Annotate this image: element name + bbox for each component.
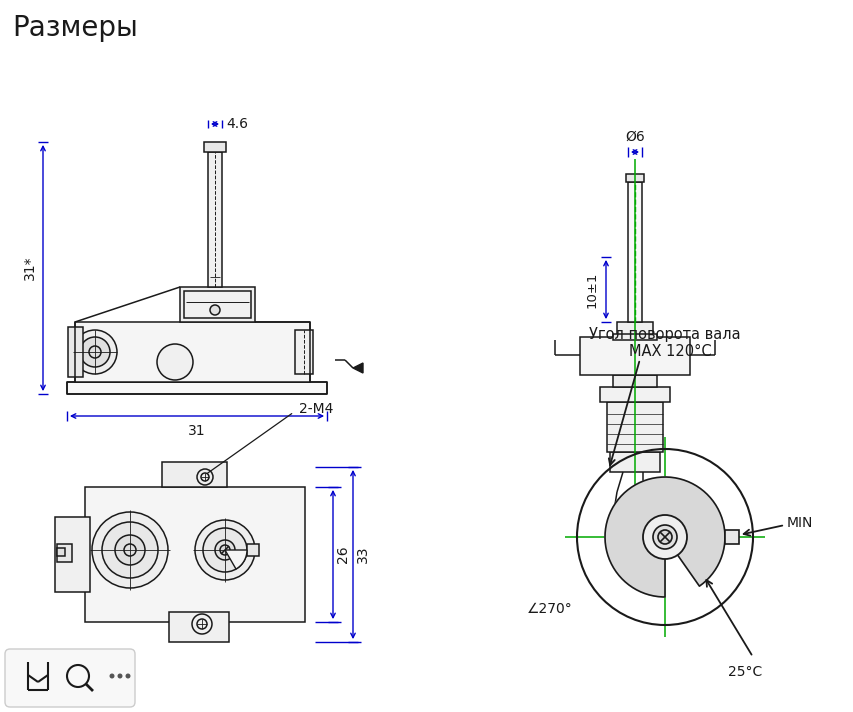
Bar — [208, 152, 222, 287]
Text: ∠270°: ∠270° — [526, 602, 572, 616]
Text: Размеры: Размеры — [12, 14, 137, 42]
Bar — [67, 382, 327, 394]
Bar — [55, 517, 90, 592]
Text: MIN: MIN — [786, 516, 812, 530]
Text: 4.6: 4.6 — [226, 117, 247, 131]
Text: 26: 26 — [335, 545, 350, 563]
Circle shape — [92, 512, 168, 588]
Text: 31: 31 — [188, 424, 206, 438]
Text: 10±1: 10±1 — [585, 271, 598, 308]
Circle shape — [80, 337, 110, 367]
Bar — [579, 337, 689, 375]
Bar — [625, 174, 643, 182]
Text: MAX 120°C: MAX 120°C — [628, 344, 711, 359]
Bar — [68, 327, 83, 377]
Circle shape — [215, 540, 235, 560]
Bar — [627, 182, 641, 322]
Text: 2-M4: 2-M4 — [299, 402, 333, 416]
Circle shape — [220, 545, 229, 555]
Bar — [724, 530, 738, 544]
Bar — [606, 402, 662, 452]
Bar — [57, 544, 72, 562]
Bar — [204, 142, 226, 152]
Circle shape — [118, 674, 122, 679]
Circle shape — [194, 520, 255, 580]
Circle shape — [115, 535, 145, 565]
Circle shape — [642, 515, 686, 559]
Circle shape — [109, 674, 114, 679]
Circle shape — [125, 674, 131, 679]
Circle shape — [203, 528, 247, 572]
Text: 33: 33 — [356, 546, 369, 563]
Circle shape — [653, 525, 676, 549]
Bar — [609, 452, 659, 472]
Text: 25°C: 25°C — [727, 665, 761, 679]
Polygon shape — [604, 477, 724, 597]
FancyBboxPatch shape — [5, 649, 135, 707]
Bar — [75, 322, 310, 382]
Text: Ø6: Ø6 — [624, 130, 644, 144]
Bar — [600, 387, 670, 402]
Bar — [616, 322, 653, 337]
Circle shape — [102, 522, 158, 578]
Circle shape — [157, 344, 193, 380]
Circle shape — [210, 305, 220, 315]
Bar — [85, 487, 305, 622]
Circle shape — [73, 330, 117, 374]
Bar — [294, 330, 313, 374]
Bar — [57, 548, 65, 556]
Bar — [612, 334, 656, 340]
Bar — [183, 291, 251, 318]
Text: 31*: 31* — [23, 256, 37, 281]
Bar — [169, 612, 229, 642]
Wedge shape — [224, 550, 247, 569]
Bar — [247, 544, 258, 556]
Bar — [162, 462, 227, 487]
Bar — [612, 375, 656, 387]
Text: Угол поворота вала: Угол поворота вала — [589, 327, 740, 342]
Bar — [180, 287, 255, 322]
Polygon shape — [352, 363, 363, 373]
Circle shape — [657, 530, 671, 544]
